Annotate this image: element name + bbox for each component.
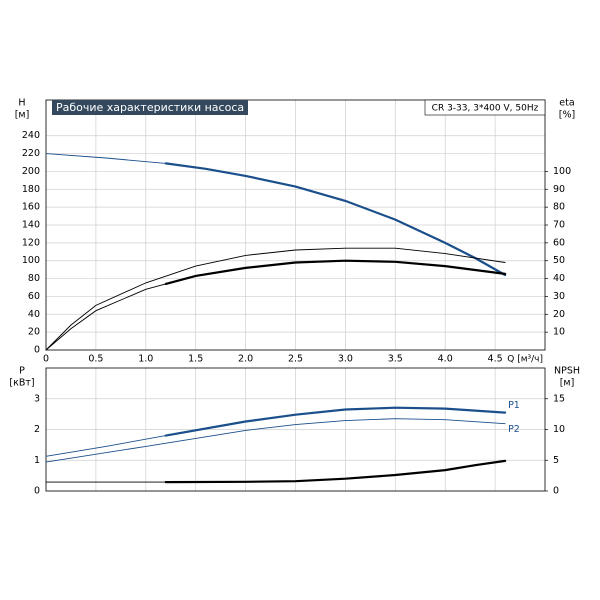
y2-axis-label: eta	[559, 98, 574, 109]
curve-label: P1	[508, 400, 520, 411]
x-tick-label: 4.5	[488, 354, 503, 365]
y2-tick-label: 60	[553, 237, 565, 248]
y-tick-label: 160	[22, 202, 40, 213]
y2-tick-label: 0	[553, 486, 559, 497]
curve	[164, 162, 507, 277]
y2-tick-label: 20	[553, 309, 565, 320]
y-tick-label: 60	[28, 291, 40, 302]
y-axis-unit: [м]	[15, 110, 30, 121]
y-tick-label: 200	[22, 166, 40, 177]
y2-tick-label: 5	[553, 455, 559, 466]
curve	[45, 283, 167, 351]
y-tick-label: 2	[34, 424, 40, 435]
y-tick-label: 0	[34, 345, 40, 356]
x-tick-label: 2.0	[238, 354, 253, 365]
y2-axis-unit: [м]	[560, 378, 575, 389]
x-tick-label: 3.5	[388, 354, 403, 365]
y-tick-label: 20	[28, 327, 40, 338]
y-tick-label: 180	[22, 184, 40, 195]
y-tick-label: 80	[28, 273, 40, 284]
y-tick-label: 0	[34, 486, 40, 497]
y2-tick-label: 100	[553, 166, 571, 177]
y-tick-label: 140	[22, 220, 40, 231]
plot-frame	[45, 367, 546, 492]
x-axis-label: Q [м³/ч]	[507, 355, 543, 365]
chart-subtitle: CR 3-33, 3*400 V, 50Hz	[432, 104, 539, 114]
chart-title: Рабочие характеристики насоса	[56, 101, 244, 114]
x-tick-label: 0	[43, 354, 49, 365]
y2-tick-label: 30	[553, 291, 565, 302]
y-axis-unit: [кВт]	[9, 378, 34, 389]
x-tick-label: 2.5	[288, 354, 303, 365]
curve	[45, 153, 167, 164]
curve	[45, 418, 506, 463]
curve	[45, 435, 167, 457]
curve	[164, 459, 507, 484]
y-tick-label: 100	[22, 255, 40, 266]
y2-axis-label: NPSH	[554, 366, 580, 377]
y2-tick-label: 90	[553, 184, 565, 195]
y2-tick-label: 10	[553, 327, 565, 338]
y2-tick-label: 80	[553, 202, 565, 213]
x-tick-label: 1.5	[188, 354, 203, 365]
y2-tick-label: 40	[553, 273, 565, 284]
y-axis-label: H	[18, 98, 25, 109]
title-box	[52, 100, 248, 115]
y-axis-label: P	[19, 366, 25, 377]
y-tick-label: 240	[22, 130, 40, 141]
x-tick-label: 1.0	[138, 354, 153, 365]
curve-label: P2	[508, 424, 520, 435]
plot-frame	[45, 99, 546, 351]
y2-tick-label: 50	[553, 255, 565, 266]
y-tick-label: 220	[22, 148, 40, 159]
y2-axis-unit: [%]	[559, 110, 575, 121]
y-tick-label: 1	[34, 455, 40, 466]
x-tick-label: 0.5	[88, 354, 103, 365]
x-tick-label: 3.0	[338, 354, 353, 365]
curve	[164, 406, 507, 437]
curve	[164, 259, 507, 285]
y2-tick-label: 10	[553, 424, 565, 435]
x-tick-label: 4.0	[438, 354, 453, 365]
y-tick-label: 40	[28, 309, 40, 320]
y-tick-label: 3	[34, 393, 40, 404]
y2-tick-label: 15	[553, 393, 565, 404]
curve	[45, 247, 506, 351]
subtitle-box	[424, 99, 546, 116]
y-tick-label: 120	[22, 237, 40, 248]
y2-tick-label: 70	[553, 220, 565, 231]
